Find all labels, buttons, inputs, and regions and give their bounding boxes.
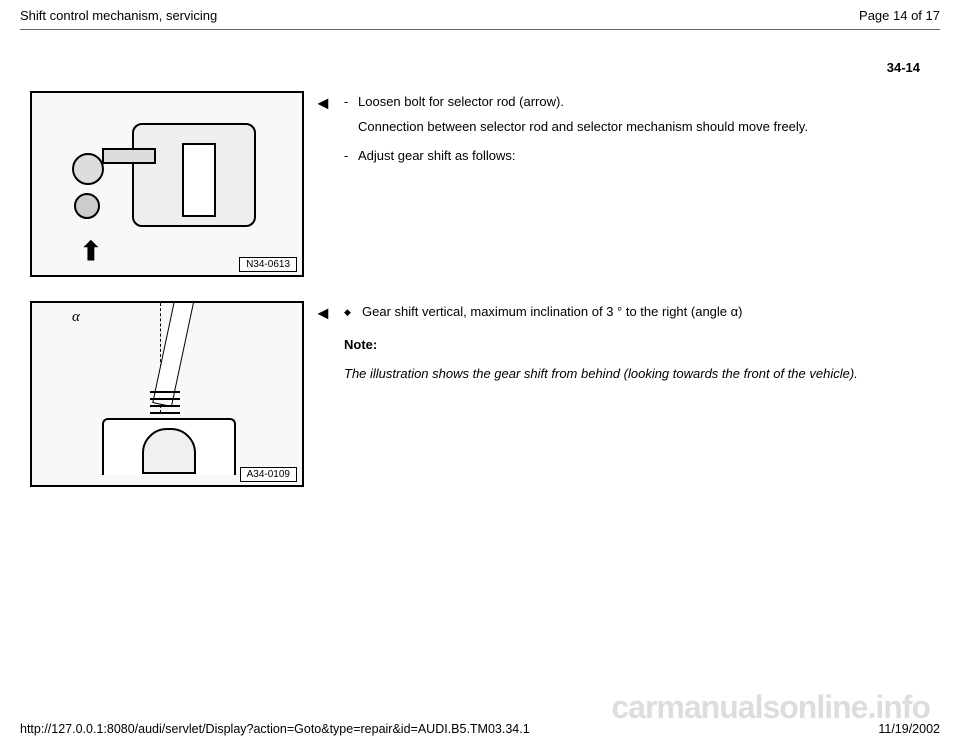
page-indicator: Page 14 of 17 — [859, 8, 940, 23]
footer-url: http://127.0.0.1:8080/audi/servlet/Displ… — [20, 722, 530, 736]
item-text: Loosen bolt for selector rod (arrow). — [358, 93, 564, 112]
item-text: Gear shift vertical, maximum inclination… — [362, 303, 742, 322]
pointer-icon: ◄ — [304, 301, 336, 324]
item-text: Adjust gear shift as follows: — [358, 147, 516, 166]
note-label: Note: — [344, 336, 930, 355]
watermark: carmanualsonline.info — [611, 689, 930, 726]
section-1: ⬆ N34-0613 ◄ - Loosen bolt for selector … — [30, 91, 930, 277]
figure-1-label: N34-0613 — [239, 257, 297, 272]
section-2: α A34-0109 ◄ ◆ Gear shift vertical, maxi… — [30, 301, 930, 487]
item-subtext: Connection between selector rod and sele… — [344, 118, 930, 137]
pointer-icon: ◄ — [304, 91, 336, 114]
figure-2: α A34-0109 — [30, 301, 304, 487]
dash-bullet: - — [344, 147, 358, 166]
list-item: ◆ Gear shift vertical, maximum inclinati… — [344, 303, 930, 322]
alpha-label: α — [72, 309, 80, 326]
header-divider — [20, 29, 940, 30]
list-item: - Adjust gear shift as follows: — [344, 147, 930, 166]
figure-2-label: A34-0109 — [240, 467, 297, 482]
figure-1: ⬆ N34-0613 — [30, 91, 304, 277]
arrow-indicator: ⬆ — [80, 236, 102, 267]
page-code: 34-14 — [0, 60, 960, 91]
list-item: - Loosen bolt for selector rod (arrow). — [344, 93, 930, 112]
dash-bullet: - — [344, 93, 358, 112]
doc-title: Shift control mechanism, servicing — [20, 8, 217, 23]
footer-date: 11/19/2002 — [878, 722, 940, 736]
diamond-bullet: ◆ — [344, 303, 362, 322]
note-text: The illustration shows the gear shift fr… — [344, 365, 930, 384]
